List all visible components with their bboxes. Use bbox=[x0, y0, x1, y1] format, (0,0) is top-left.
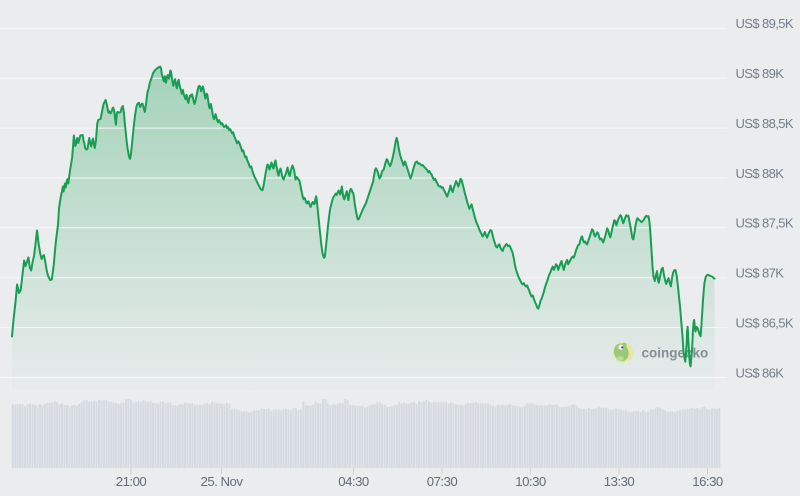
svg-text:US$ 86K: US$ 86K bbox=[736, 365, 785, 380]
svg-text:25. Nov: 25. Nov bbox=[201, 474, 244, 489]
svg-text:21:00: 21:00 bbox=[116, 474, 147, 489]
svg-text:US$ 88K: US$ 88K bbox=[736, 166, 785, 181]
svg-text:US$ 89,5K: US$ 89,5K bbox=[736, 16, 794, 31]
svg-text:US$ 86,5K: US$ 86,5K bbox=[736, 316, 794, 331]
svg-text:coingecko: coingecko bbox=[642, 346, 709, 361]
svg-text:US$ 87K: US$ 87K bbox=[736, 266, 785, 281]
svg-text:13:30: 13:30 bbox=[604, 474, 635, 489]
svg-text:US$ 88,5K: US$ 88,5K bbox=[736, 116, 794, 131]
svg-text:10:30: 10:30 bbox=[515, 474, 546, 489]
svg-text:16:30: 16:30 bbox=[692, 474, 723, 489]
svg-text:US$ 87,5K: US$ 87,5K bbox=[736, 216, 794, 231]
svg-text:04:30: 04:30 bbox=[338, 474, 369, 489]
svg-text:US$ 89K: US$ 89K bbox=[736, 66, 785, 81]
svg-text:07:30: 07:30 bbox=[427, 474, 458, 489]
